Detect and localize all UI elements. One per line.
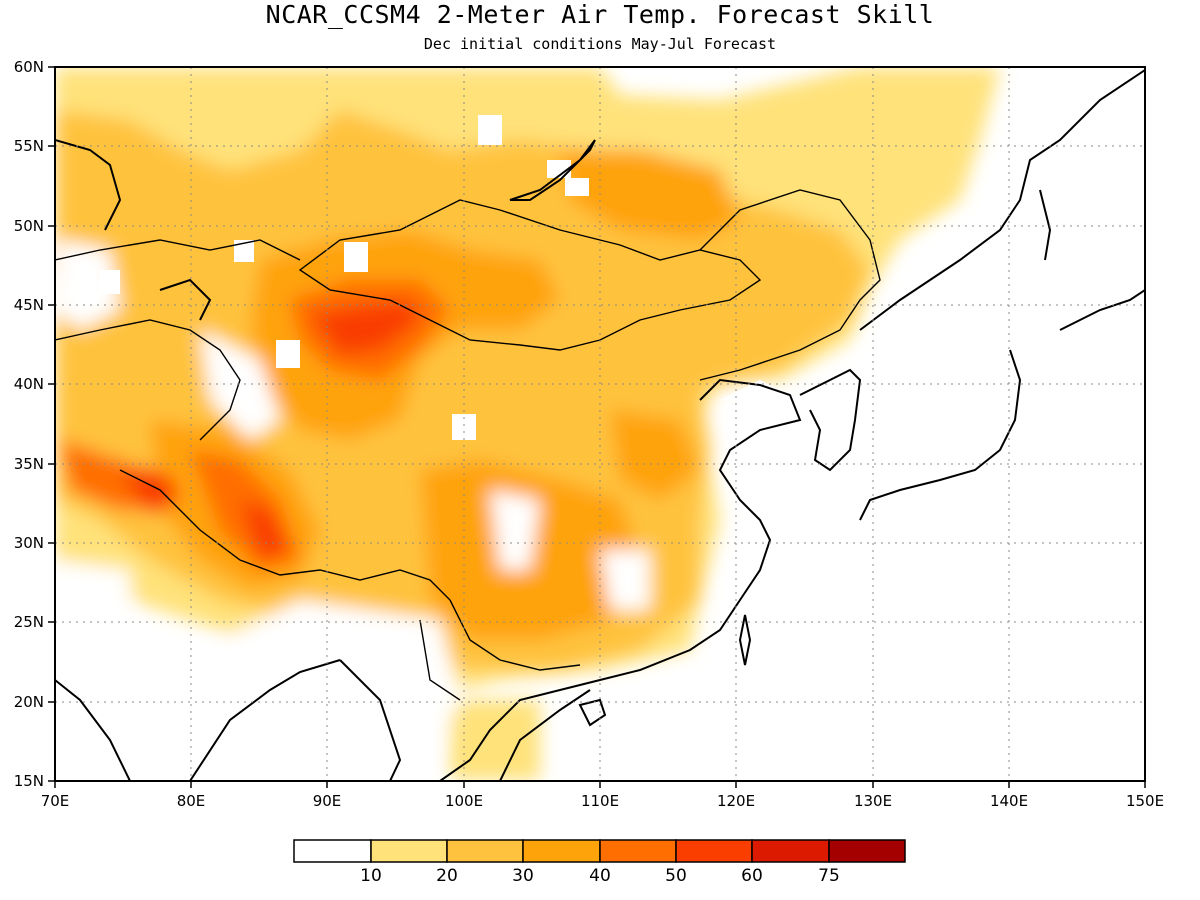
colorbar-box — [828, 839, 906, 863]
border-himalaya — [119, 469, 451, 601]
lon-tick-label: 110E — [581, 792, 619, 810]
lat-tick-label: 35N — [14, 455, 44, 473]
map-subtitle: Dec initial conditions May-Jul Forecast — [423, 35, 777, 53]
low-skill-area — [200, 330, 280, 440]
lon-tick-label: 90E — [313, 792, 342, 810]
colorbar-box — [370, 839, 448, 863]
skill-band-50-60 — [240, 500, 290, 560]
colorbar-label: 20 — [436, 866, 458, 886]
coastline-india — [55, 659, 341, 781]
colorbar-label: 40 — [589, 866, 611, 886]
colorbar-label: 10 — [360, 866, 382, 886]
low-skill-area — [700, 300, 1145, 781]
lat-tick-label: 60N — [14, 58, 44, 76]
coastline-russia — [859, 69, 1145, 331]
map-title: NCAR_CCSM4 2-Meter Air Temp. Forecast Sk… — [265, 0, 935, 29]
colorbar-label: 50 — [665, 866, 687, 886]
low-skill-area — [55, 240, 120, 330]
lon-tick-labels: 70E 80E 90E 100E 110E 120E 130E 140E 150… — [41, 792, 1164, 810]
coastline-hainan — [578, 698, 607, 727]
lon-tick-label: 120E — [717, 792, 755, 810]
country-borders — [55, 189, 881, 701]
lat-tick-label: 55N — [14, 137, 44, 155]
lon-tick-label: 70E — [41, 792, 70, 810]
lake-baikal — [509, 139, 596, 201]
colorbar-box — [599, 839, 677, 863]
skill-band-10-20 — [450, 700, 540, 780]
low-skill-area — [55, 560, 140, 780]
lat-tick-label: 40N — [14, 375, 44, 393]
border-kazakh — [55, 239, 301, 441]
border-china-north — [699, 189, 881, 381]
colorbar-box — [751, 839, 830, 863]
coastline-korea — [799, 368, 862, 472]
colorbar: 10 20 30 40 50 60 75 — [293, 839, 906, 886]
coastline-china — [439, 378, 802, 781]
colorbar-box — [446, 839, 524, 863]
lon-tick-label: 140E — [990, 792, 1028, 810]
lat-tick-labels: 15N 20N 25N 30N 35N 40N 45N 50N 55N 60N — [14, 58, 44, 790]
lon-tick-label: 130E — [854, 792, 892, 810]
skill-band-50-60 — [120, 470, 180, 515]
border-seasia — [419, 599, 581, 701]
axis-ticks — [48, 66, 1146, 788]
gridlines — [55, 67, 1145, 781]
coastline-indochina — [339, 659, 591, 781]
colorbar-label: 30 — [512, 866, 534, 886]
low-skill-area — [600, 550, 650, 610]
lon-tick-label: 150E — [1126, 792, 1164, 810]
lon-tick-label: 80E — [177, 792, 206, 810]
lat-tick-label: 25N — [14, 613, 44, 631]
skill-band-30-40 — [610, 410, 700, 500]
skill-band-30-40 — [560, 150, 740, 240]
lat-tick-label: 30N — [14, 534, 44, 552]
lon-tick-label: 100E — [445, 792, 483, 810]
lat-tick-label: 15N — [14, 772, 44, 790]
coastline-taiwan — [738, 614, 752, 666]
coastline-japan — [859, 189, 1145, 521]
colorbar-box — [522, 839, 601, 863]
border-mongolia — [298, 199, 762, 351]
colorbar-box — [675, 839, 753, 863]
caspian-aral — [55, 139, 212, 321]
masked-cells — [100, 115, 589, 440]
low-skill-area — [180, 600, 460, 780]
colorbar-label: 75 — [818, 866, 840, 886]
lat-tick-label: 20N — [14, 693, 44, 711]
colorbar-box — [293, 839, 372, 863]
low-skill-area — [490, 490, 540, 570]
skill-field — [55, 67, 1145, 781]
lat-tick-label: 45N — [14, 296, 44, 314]
skill-band-50-60 — [310, 300, 420, 355]
lat-tick-label: 50N — [14, 217, 44, 235]
colorbar-label: 60 — [741, 866, 763, 886]
coastlines — [55, 69, 1145, 781]
